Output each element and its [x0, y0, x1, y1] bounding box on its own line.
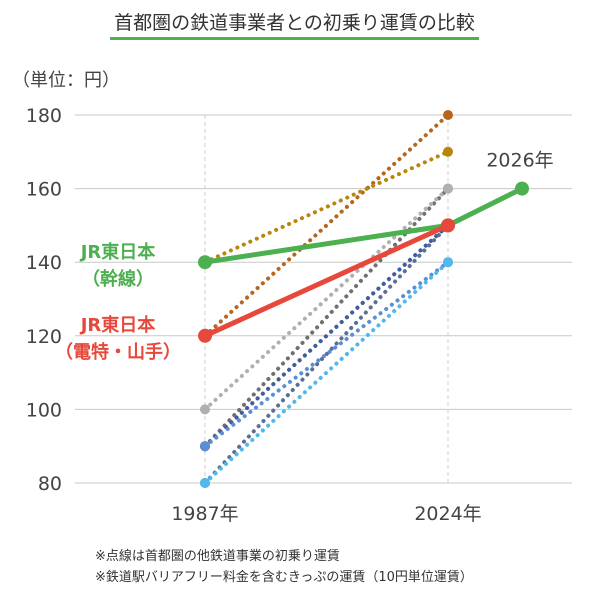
y-tick-label: 160: [26, 179, 62, 201]
solid-series-point: [198, 328, 212, 343]
dotted-series-line: [203, 260, 450, 485]
series-label: （幹線）: [82, 268, 154, 290]
solid-series-line: [202, 222, 451, 339]
dotted-series-point: [200, 404, 210, 415]
dotted-series-point: [443, 146, 453, 157]
chart-title: 首都圏の鉄道事業者との初乗り運賃の比較: [0, 8, 589, 40]
dotted-series-line: [203, 113, 450, 338]
x-tick-label: 2024年: [414, 503, 481, 525]
dotted-series-line: [203, 223, 450, 485]
dotted-series-line: [203, 186, 450, 449]
x-tick-label: 1987年: [171, 503, 238, 525]
y-tick-label: 120: [26, 326, 62, 348]
dotted-series-point: [200, 441, 210, 452]
solid-series-point: [441, 218, 455, 233]
dotted-series-point: [443, 183, 453, 194]
series-label: JR東日本: [79, 241, 156, 263]
solid-series-line: [202, 186, 525, 265]
series-label: （電特・山手）: [55, 341, 181, 363]
note-fare-basis: ※鉄道駅バリアフリー料金を含むきっぷの運賃（10円単位運賃）: [95, 570, 473, 585]
y-tick-label: 80: [38, 473, 62, 495]
solid-series-point: [515, 181, 529, 196]
dotted-series-line: [203, 223, 450, 449]
solid-series-point: [198, 255, 212, 270]
dotted-series-point: [443, 257, 453, 268]
dotted-series-line: [203, 149, 450, 265]
dotted-series-point: [443, 110, 453, 120]
annotation-2026: 2026年: [486, 150, 553, 172]
note-dotted-lines: ※点線は首都圏の他鉄道事業の初乗り運賃: [95, 549, 340, 564]
y-tick-label: 100: [26, 399, 62, 421]
dotted-series-point: [200, 478, 210, 488]
unit-label: （単位：円）: [12, 70, 120, 91]
y-tick-label: 180: [26, 105, 62, 127]
series-label: JR東日本: [79, 314, 156, 336]
y-tick-label: 140: [26, 252, 62, 274]
dotted-series-line: [203, 186, 450, 412]
dotted-series-line: [203, 260, 450, 449]
